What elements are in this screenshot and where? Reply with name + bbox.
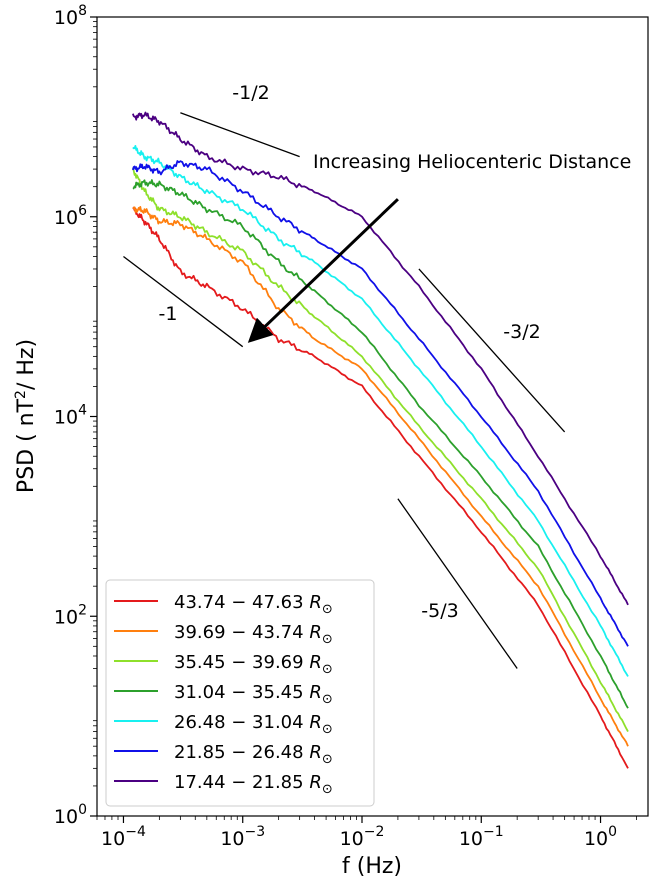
- reference-slope-line: [123, 255, 244, 348]
- x-axis-label: f (Hz): [342, 854, 402, 879]
- y-tick-label: 102: [54, 602, 87, 628]
- annotation-arrow: [247, 198, 399, 343]
- series-lines: [132, 111, 629, 769]
- reference-slope-label: -1/2: [232, 82, 269, 104]
- x-tick-labels: 10−4 10−3 10−2 10−1 100: [101, 824, 617, 850]
- x-tick-label: 100: [584, 824, 617, 850]
- legend-label: 21.85 − 26.48 R⊙: [174, 742, 333, 767]
- series-line: [132, 160, 629, 647]
- legend-label: 17.44 − 21.85 R⊙: [174, 772, 333, 797]
- reference-slope-label: -1: [159, 303, 178, 325]
- y-tick-labels: 100 102 104 106 108: [54, 3, 87, 828]
- series-line: [132, 111, 629, 606]
- annotation-text: Increasing Heliocenteric Distance: [313, 151, 631, 173]
- y-axis-label: PSD ( nT2/ Hz): [13, 339, 39, 493]
- series-line: [132, 144, 629, 677]
- y-tick-label: 106: [54, 203, 87, 229]
- x-tick-label: 10−2: [340, 824, 385, 850]
- legend-label: 43.74 − 47.63 R⊙: [174, 592, 333, 617]
- legend-label: 26.48 − 31.04 R⊙: [174, 712, 333, 737]
- legend-label: 35.45 − 39.69 R⊙: [174, 652, 333, 677]
- x-tick-label: 10−1: [459, 824, 504, 850]
- reference-slope-label: -5/3: [421, 600, 458, 622]
- reference-slope-line: [180, 112, 300, 158]
- reference-slope-lines: -1/2 -1 -3/2 -5/3: [123, 82, 566, 669]
- series-line: [132, 179, 629, 709]
- y-tick-label: 104: [54, 403, 87, 429]
- y-tick-label: 100: [54, 802, 87, 828]
- legend-label: 39.69 − 43.74 R⊙: [174, 622, 333, 647]
- legend: 43.74 − 47.63 R⊙ 39.69 − 43.74 R⊙ 35.45 − …: [105, 579, 375, 807]
- legend-box: [105, 579, 375, 807]
- x-tick-label: 10−4: [101, 824, 146, 850]
- reference-slope-label: -3/2: [503, 321, 540, 343]
- reference-slope-line: [418, 268, 566, 433]
- legend-label: 31.04 − 35.45 R⊙: [174, 682, 333, 707]
- reference-slope-line: [397, 498, 518, 669]
- x-tick-label: 10−3: [220, 824, 265, 850]
- series-line: [132, 205, 629, 747]
- minor-ticks: [93, 21, 637, 820]
- plot-frame: [96, 16, 649, 817]
- annotation: Increasing Heliocenteric Distance: [247, 151, 631, 343]
- series-line: [132, 206, 629, 769]
- major-ticks: [90, 16, 602, 823]
- y-tick-label: 108: [54, 3, 87, 29]
- series-line: [132, 167, 629, 733]
